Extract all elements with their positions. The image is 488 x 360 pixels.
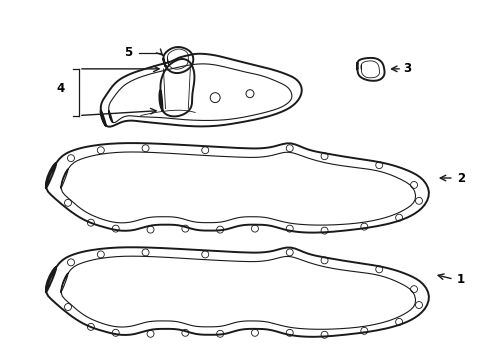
Text: 1: 1 bbox=[456, 273, 464, 286]
Text: 3: 3 bbox=[402, 62, 410, 75]
Text: 2: 2 bbox=[456, 171, 464, 185]
Text: 4: 4 bbox=[57, 82, 65, 95]
Text: 5: 5 bbox=[124, 46, 133, 59]
